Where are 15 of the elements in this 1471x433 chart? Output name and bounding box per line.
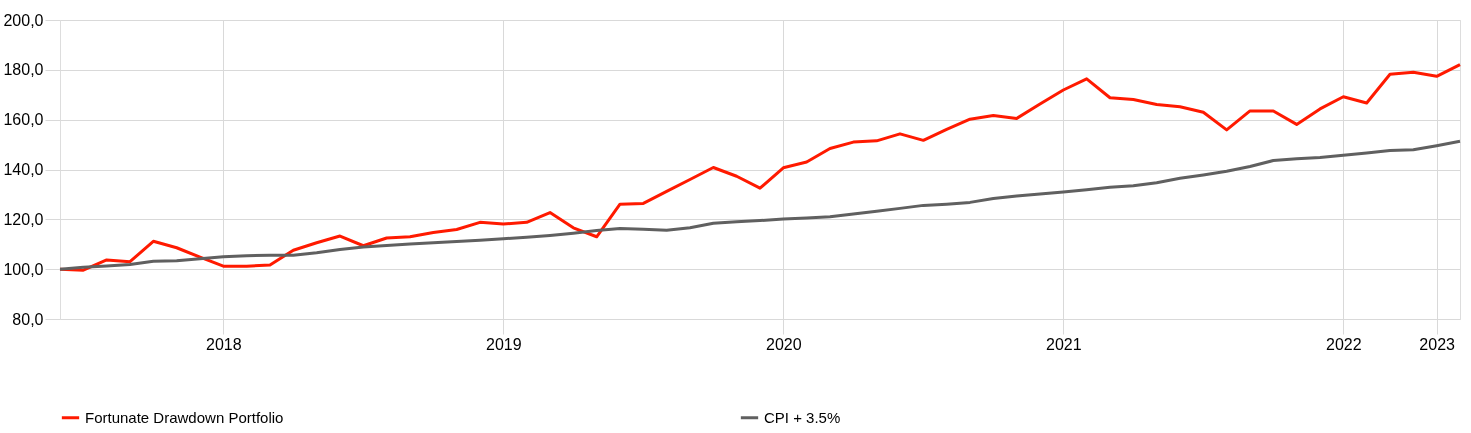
legend-label: CPI + 3.5% bbox=[764, 408, 841, 426]
y-tick-label: 160,0 bbox=[3, 111, 44, 129]
y-tick-label: 140,0 bbox=[3, 161, 44, 178]
x-tick-label: 2020 bbox=[766, 335, 802, 353]
x-tick-label: 2021 bbox=[1046, 335, 1082, 353]
y-tick-label: 100,0 bbox=[3, 260, 44, 278]
x-tick-label: 2022 bbox=[1326, 335, 1362, 353]
legend-label: Fortunate Drawdown Portfolio bbox=[85, 408, 284, 426]
y-tick-label: 120,0 bbox=[3, 210, 44, 228]
x-tick-label: 2019 bbox=[486, 335, 522, 353]
x-tick-label: 2018 bbox=[206, 335, 242, 353]
y-tick-label: 80,0 bbox=[12, 310, 44, 328]
y-tick-label: 180,0 bbox=[3, 61, 44, 79]
y-tick-label: 200,0 bbox=[3, 11, 44, 29]
x-tick-label: 2023 bbox=[1419, 335, 1456, 353]
